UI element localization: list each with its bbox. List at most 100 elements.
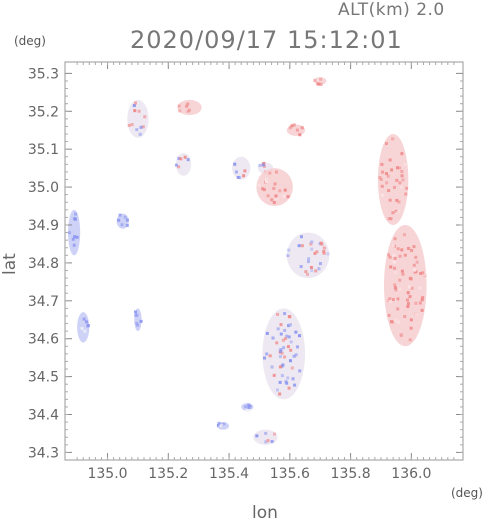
echo-cell	[295, 128, 299, 132]
y-tick-label: 35.2	[28, 104, 59, 120]
echo-cell	[408, 338, 412, 342]
echo-body	[175, 152, 192, 176]
echo-cell	[387, 189, 391, 193]
echo-cell	[387, 253, 391, 257]
echo-body	[68, 209, 81, 256]
echo-region	[77, 312, 90, 343]
echo-cell	[408, 295, 412, 299]
echo-cell	[395, 178, 399, 182]
echo-cell	[282, 346, 286, 350]
x-unit-label: (deg)	[451, 486, 483, 500]
echo-cell	[418, 301, 422, 305]
echo-cell	[409, 326, 413, 330]
echo-cell	[286, 254, 290, 258]
echo-cell	[310, 240, 314, 244]
echo-cell	[400, 174, 404, 178]
echo-cell	[247, 403, 251, 407]
echo-cell	[299, 265, 303, 269]
echo-cell	[143, 115, 147, 119]
echo-cell	[285, 334, 289, 338]
echo-cell	[280, 374, 284, 378]
echo-cell	[398, 254, 402, 258]
echo-body	[177, 99, 202, 116]
echo-cell	[286, 376, 290, 380]
echo-cell	[83, 329, 87, 333]
echo-cell	[283, 328, 287, 332]
echo-body	[384, 224, 427, 347]
echo-cell	[71, 237, 75, 241]
echo-cell	[123, 215, 127, 219]
echo-region	[68, 209, 81, 256]
echo-cell	[393, 256, 397, 260]
echo-cell	[388, 297, 392, 301]
echo-cell	[419, 271, 423, 275]
x-tick-label: 135.8	[331, 466, 371, 482]
echo-cell	[387, 313, 391, 317]
echo-cell	[255, 434, 259, 438]
echo-region	[127, 99, 149, 138]
echo-cell	[266, 194, 270, 198]
echo-cell	[299, 235, 303, 239]
echo-cell	[400, 170, 404, 174]
echo-cell	[272, 373, 276, 377]
echo-cell	[300, 244, 304, 248]
echo-cell	[388, 300, 392, 304]
echo-cell	[322, 246, 326, 250]
echo-cell	[276, 327, 280, 331]
echo-cell	[139, 125, 143, 129]
echo-cell	[287, 386, 291, 390]
echo-cell	[134, 313, 138, 317]
echo-cell	[412, 245, 416, 249]
echo-cell	[414, 312, 418, 316]
plot-frame	[64, 61, 464, 461]
echo-cell	[242, 174, 246, 178]
echo-cell	[406, 298, 410, 302]
echo-cell	[186, 158, 190, 162]
echo-cell	[270, 198, 274, 202]
echo-cell	[398, 166, 402, 170]
echo-cell	[278, 392, 282, 396]
echo-cell	[409, 318, 413, 322]
echo-cell	[261, 187, 265, 191]
echo-cell	[397, 209, 401, 213]
echo-cell	[423, 273, 427, 277]
echo-cell	[217, 421, 221, 425]
echo-cell	[294, 330, 298, 334]
echo-cell	[284, 380, 288, 384]
echo-cell	[401, 178, 405, 182]
echo-cell	[288, 315, 292, 319]
echo-cell	[392, 260, 396, 264]
echo-cell	[381, 193, 385, 197]
echo-cell	[415, 260, 419, 264]
y-tick-label: 34.6	[28, 332, 59, 348]
echo-cell	[401, 272, 405, 276]
echo-cell	[138, 132, 142, 136]
echo-cell	[80, 326, 84, 330]
echo-cell	[272, 200, 276, 204]
echo-cell	[274, 194, 278, 198]
echo-cell	[414, 301, 418, 305]
echo-cell	[406, 305, 410, 309]
echo-cell	[287, 248, 291, 252]
echo-cell	[133, 109, 137, 113]
echo-cell	[421, 296, 425, 300]
echo-cell	[179, 157, 183, 161]
echo-cell	[73, 235, 77, 239]
echo-cell	[298, 133, 302, 137]
echo-cell	[85, 320, 89, 324]
echo-body	[127, 99, 149, 138]
echo-cell	[408, 285, 412, 289]
echo-region	[134, 308, 143, 332]
echo-cell	[186, 109, 190, 113]
echo-cell	[236, 175, 240, 179]
echo-region	[216, 421, 230, 430]
echo-cell	[404, 192, 408, 196]
echo-cell	[233, 162, 237, 166]
echo-cell	[313, 78, 317, 82]
echo-cell	[400, 152, 404, 156]
echo-cell	[388, 198, 392, 202]
echo-cell	[279, 323, 283, 327]
echo-cell	[136, 323, 140, 327]
echo-cell	[268, 354, 272, 358]
